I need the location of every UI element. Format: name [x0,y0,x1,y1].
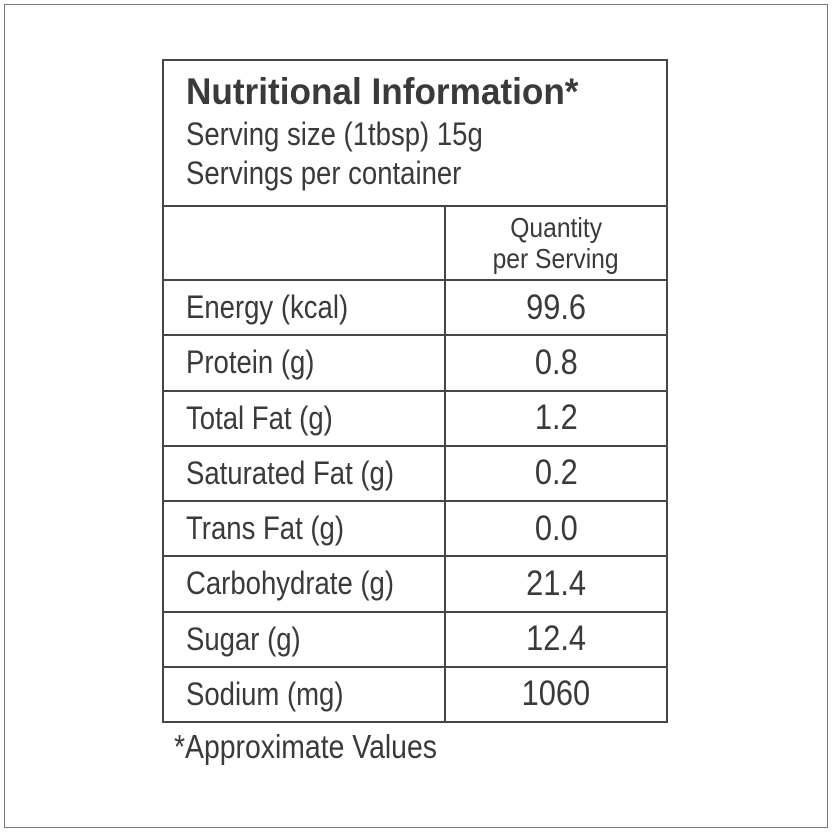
nutrient-value: 0.2 [534,453,578,493]
approximate-values-footnote: *Approximate Values [174,728,437,765]
nutrient-name-cell: Carbohydrate (g) [164,557,444,610]
nutrition-table: Nutritional Information* Serving size (1… [162,59,668,723]
table-row-trans-fat: Trans Fat (g) 0.0 [164,502,666,558]
nutrient-value-cell: 0.2 [444,446,666,500]
nutrient-value-cell: 1.2 [444,391,666,445]
nutrient-name: Total Fat (g) [186,399,333,436]
nutrient-name: Protein (g) [186,344,315,381]
nutrient-value-cell: 12.4 [444,612,666,666]
table-row-sodium: Sodium (mg) 1060 [164,667,666,721]
nutrient-value: 1.2 [534,398,578,438]
table-row-protein: Protein (g) 0.8 [164,336,666,392]
nutrient-name-cell: Sugar (g) [164,613,444,666]
label-title-text: Nutritional Information* [186,71,579,112]
table-row-sugar: Sugar (g) 12.4 [164,612,666,668]
nutrient-value: 12.4 [526,619,586,659]
nutrient-value-cell: 0.0 [444,502,666,556]
nutrient-value: 1060 [521,674,591,714]
nutrient-name: Saturated Fat (g) [186,454,395,491]
nutrient-name-cell: Protein (g) [164,336,444,389]
empty-header-cell [164,207,444,279]
nutrient-value: 21.4 [526,563,586,603]
nutrient-name-cell: Total Fat (g) [164,392,444,445]
nutrient-value-cell: 21.4 [444,557,666,611]
nutrient-value-cell: 1060 [444,667,666,721]
label-title: Nutritional Information* [186,69,666,115]
table-row-carbohydrate: Carbohydrate (g) 21.4 [164,557,666,613]
nutrient-value: 0.0 [534,508,578,548]
column-header-line1: Quantity [510,212,602,243]
nutrient-name: Sodium (mg) [186,675,344,712]
nutrient-name-cell: Energy (kcal) [164,281,444,334]
nutrient-name-cell: Saturated Fat (g) [164,447,444,500]
nutrient-name-cell: Trans Fat (g) [164,502,444,555]
nutrient-value: 0.8 [534,342,578,382]
quantity-per-serving-header: Quantity per Serving [444,207,666,279]
nutrient-name: Trans Fat (g) [186,510,345,547]
nutrient-value-cell: 99.6 [444,281,666,335]
serving-size-line: Serving size (1tbsp) 15g [186,116,483,152]
servings-per-container-line: Servings per container [186,155,462,191]
nutrient-name: Energy (kcal) [186,289,349,326]
nutrient-value: 99.6 [526,287,586,327]
table-row-energy: Energy (kcal) 99.6 [164,281,666,337]
column-header-line2: per Serving [492,243,620,274]
column-header-row: Quantity per Serving [164,207,666,281]
nutrient-name: Sugar (g) [186,620,301,657]
table-row-total-fat: Total Fat (g) 1.2 [164,391,666,447]
nutrient-value-cell: 0.8 [444,336,666,390]
nutrient-name: Carbohydrate (g) [186,565,395,602]
table-header-block: Nutritional Information* Serving size (1… [164,61,666,207]
table-row-saturated-fat: Saturated Fat (g) 0.2 [164,446,666,502]
nutrient-name-cell: Sodium (mg) [164,668,444,721]
